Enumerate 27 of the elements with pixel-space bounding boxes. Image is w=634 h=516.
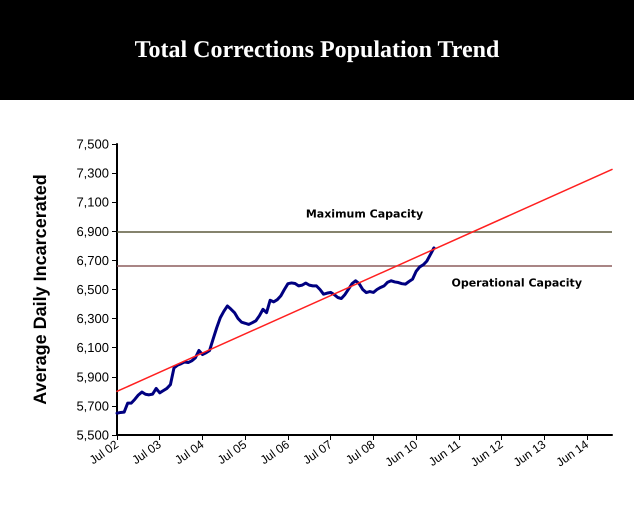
y-tick-label: 6,300 (76, 311, 109, 326)
x-tick-label: Jul 04 (172, 437, 207, 468)
x-tick-label: Jul 08 (343, 437, 378, 468)
x-tick-label: Jun 12 (468, 437, 506, 470)
y-axis-title: Average Daily Incarcerated (30, 174, 50, 405)
x-tick-label: Jul 06 (258, 437, 292, 468)
x-tick-label: Jul 05 (214, 437, 250, 468)
ref-line-label: Maximum Capacity (306, 207, 424, 220)
y-tick-label: 5,700 (76, 398, 109, 414)
y-tick-label: 5,900 (76, 369, 109, 384)
y-tick-label: 7,300 (76, 166, 109, 181)
x-tick-label: Jul 03 (129, 437, 164, 468)
y-tick-label: 6,700 (76, 252, 109, 268)
ref-line-label: Operational Capacity (452, 276, 582, 290)
y-tick-label: 7,100 (76, 194, 109, 210)
x-tick-label: Jun 11 (426, 437, 464, 469)
x-tick-label: Jun 13 (510, 437, 549, 470)
line-series (116, 246, 436, 415)
chart-title: Total Corrections Population Trend (0, 0, 634, 100)
y-tick-label: 6,500 (76, 282, 109, 297)
y-tick-label: 6,100 (76, 340, 109, 356)
x-tick-label: Jun 10 (382, 437, 420, 470)
y-tick-label: 7,500 (76, 136, 109, 152)
y-tick-label: 6,900 (76, 224, 109, 239)
x-tick-label: Jul 07 (300, 437, 335, 468)
y-tick-label: 5,500 (76, 428, 109, 442)
x-tick-label: Jun 14 (554, 437, 592, 470)
